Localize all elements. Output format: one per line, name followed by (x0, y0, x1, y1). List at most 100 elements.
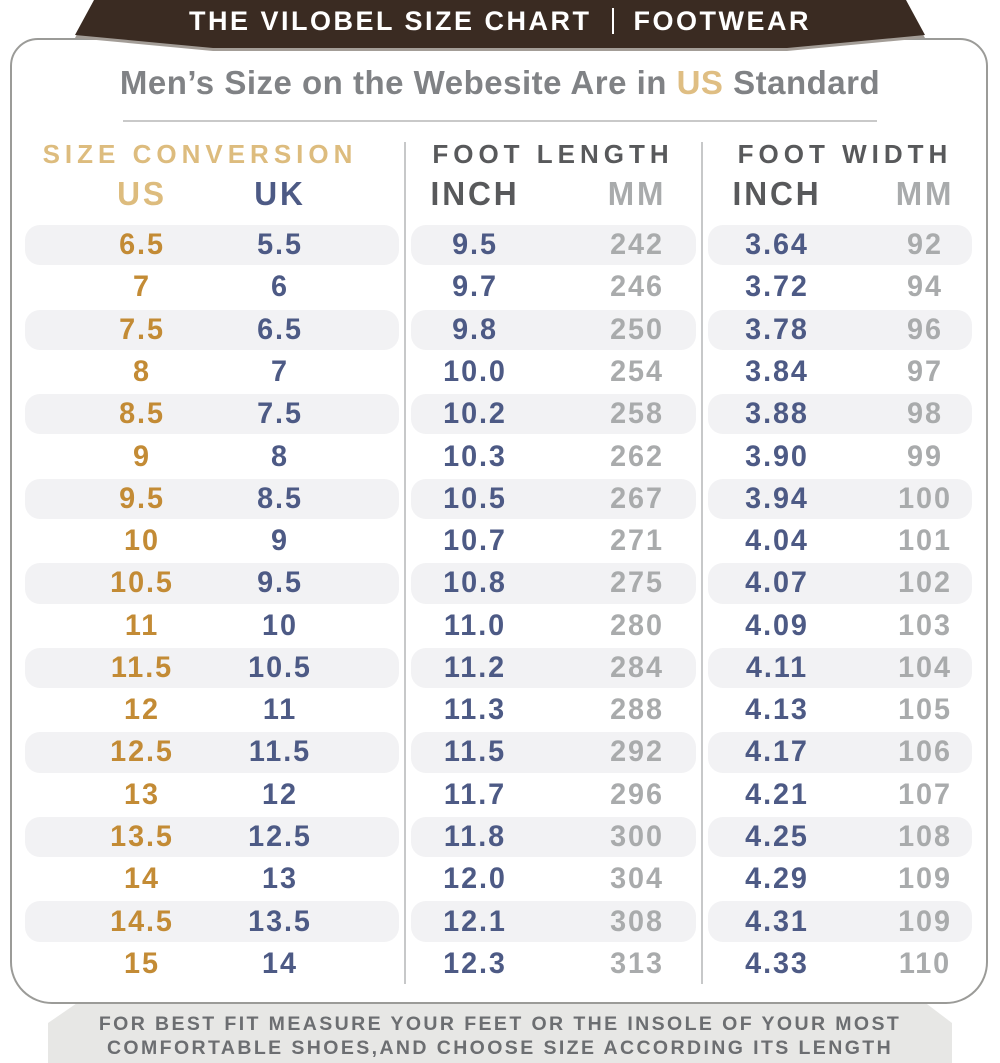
cell-mm-length: 254 (610, 354, 664, 388)
row-stripe-segment (25, 647, 399, 689)
column-header-inch-length: INCH (430, 175, 520, 212)
cell-us: 10.5 (110, 566, 174, 600)
cell-mm-length: 292 (610, 735, 664, 769)
row-stripe-segment (708, 394, 972, 435)
row-stripe-segment (411, 816, 696, 858)
cell-us: 14.5 (110, 904, 174, 938)
cell-inch-length: 12.0 (443, 862, 507, 896)
cell-mm-length: 288 (610, 693, 664, 727)
column-header-inch-width: INCH (732, 175, 822, 212)
row-stripe-segment (708, 732, 972, 773)
cell-mm-width: 109 (898, 904, 952, 938)
cell-inch-length: 11.2 (443, 650, 507, 684)
cell-mm-width: 107 (898, 777, 952, 811)
cell-us: 14 (124, 862, 160, 896)
row-stripe-segment (25, 563, 399, 604)
cell-mm-length: 246 (610, 270, 664, 304)
cell-uk: 12 (262, 777, 298, 811)
cell-uk: 8.5 (257, 481, 303, 515)
cell-inch-width: 4.04 (745, 524, 809, 558)
column-header-mm-length: MM (607, 175, 667, 212)
page-title-suffix: Standard (723, 64, 881, 101)
cell-us: 13 (124, 777, 160, 811)
cell-uk: 6.5 (257, 312, 303, 346)
banner-title: THE VILOBEL SIZE CHART (188, 5, 592, 36)
row-stripe-segment (25, 901, 399, 942)
row-stripe-segment (411, 732, 696, 773)
table-row: 13 12 11.7 296 4.21 107 (25, 774, 972, 816)
cell-inch-length: 11.8 (443, 820, 507, 854)
cell-us: 11 (124, 608, 160, 642)
group-header-foot-length: FOOT LENGTH (432, 139, 674, 169)
cell-mm-length: 250 (610, 312, 664, 346)
cell-inch-width: 4.21 (745, 777, 809, 811)
cell-inch-length: 9.7 (452, 270, 498, 304)
banner-separator-bar (611, 8, 614, 34)
column-header-us: US (117, 175, 167, 212)
cell-mm-length: 242 (610, 228, 664, 262)
table-row: 15 14 12.3 313 4.33 110 (25, 943, 972, 985)
table-row: 8.5 7.5 10.2 258 3.88 98 (25, 393, 972, 435)
cell-mm-length: 258 (610, 397, 664, 431)
column-header-mm-width: MM (895, 175, 955, 212)
row-stripe-segment (411, 901, 696, 942)
table-row: 11 10 11.0 280 4.09 103 (25, 605, 972, 647)
cell-mm-width: 102 (898, 566, 952, 600)
cell-uk: 10 (262, 608, 298, 642)
cell-uk: 11.5 (248, 735, 312, 769)
cell-mm-width: 103 (898, 608, 952, 642)
row-stripe-segment (411, 309, 696, 350)
cell-inch-length: 9.8 (452, 312, 498, 346)
cell-uk: 9.5 (257, 566, 303, 600)
cell-uk: 12.5 (248, 820, 312, 854)
cell-mm-width: 101 (898, 524, 952, 558)
cell-us: 15 (124, 946, 160, 980)
table-row: 8 7 10.0 254 3.84 97 (25, 351, 972, 393)
cell-mm-width: 106 (898, 735, 952, 769)
cell-uk: 11 (262, 693, 298, 727)
cell-inch-length: 11.3 (443, 693, 507, 727)
header-banner-ribbon: THE VILOBEL SIZE CHART FOOTWEAR (75, 0, 925, 48)
cell-us: 7.5 (119, 312, 165, 346)
cell-inch-width: 4.13 (745, 693, 809, 727)
cell-inch-length: 10.5 (443, 481, 507, 515)
banner-category: FOOTWEAR (633, 5, 811, 36)
cell-inch-length: 12.3 (443, 946, 507, 980)
row-stripe-segment (708, 563, 972, 604)
cell-mm-length: 267 (610, 481, 664, 515)
row-stripe-segment (411, 225, 696, 266)
cell-inch-width: 4.17 (745, 735, 809, 769)
table-row: 9.5 8.5 10.5 267 3.94 100 (25, 478, 972, 520)
row-stripe-segment (411, 394, 696, 435)
cell-us: 6.5 (119, 228, 165, 262)
table-row: 6.5 5.5 9.5 242 3.64 92 (25, 224, 972, 266)
table-row: 12 11 11.3 288 4.13 105 (25, 689, 972, 731)
cell-inch-width: 3.88 (745, 397, 809, 431)
page-title-highlight: US (676, 64, 724, 101)
cell-uk: 8 (271, 439, 289, 473)
cell-uk: 9 (271, 524, 289, 558)
page-title: Men’s Size on the Webesite Are in US Sta… (0, 64, 1000, 102)
cell-mm-width: 98 (907, 397, 943, 431)
cell-mm-width: 105 (898, 693, 952, 727)
column-header-row: US UK INCH MM INCH MM (25, 175, 972, 217)
cell-mm-width: 100 (898, 481, 952, 515)
column-header-uk: UK (254, 175, 306, 212)
cell-us: 13.5 (110, 820, 174, 854)
cell-inch-width: 4.25 (745, 820, 809, 854)
cell-us: 10 (124, 524, 160, 558)
cell-mm-width: 92 (907, 228, 943, 262)
row-stripe-segment (708, 225, 972, 266)
cell-inch-length: 11.7 (443, 777, 507, 811)
table-row: 14.5 13.5 12.1 308 4.31 109 (25, 900, 972, 942)
cell-mm-length: 262 (610, 439, 664, 473)
cell-inch-length: 11.0 (443, 608, 507, 642)
row-stripe-segment (411, 563, 696, 604)
cell-us: 12.5 (110, 735, 174, 769)
cell-uk: 5.5 (257, 228, 303, 262)
row-stripe-segment (411, 478, 696, 519)
cell-mm-width: 109 (898, 862, 952, 896)
table-row: 7.5 6.5 9.8 250 3.78 96 (25, 309, 972, 351)
cell-mm-width: 99 (907, 439, 943, 473)
cell-mm-length: 280 (610, 608, 664, 642)
